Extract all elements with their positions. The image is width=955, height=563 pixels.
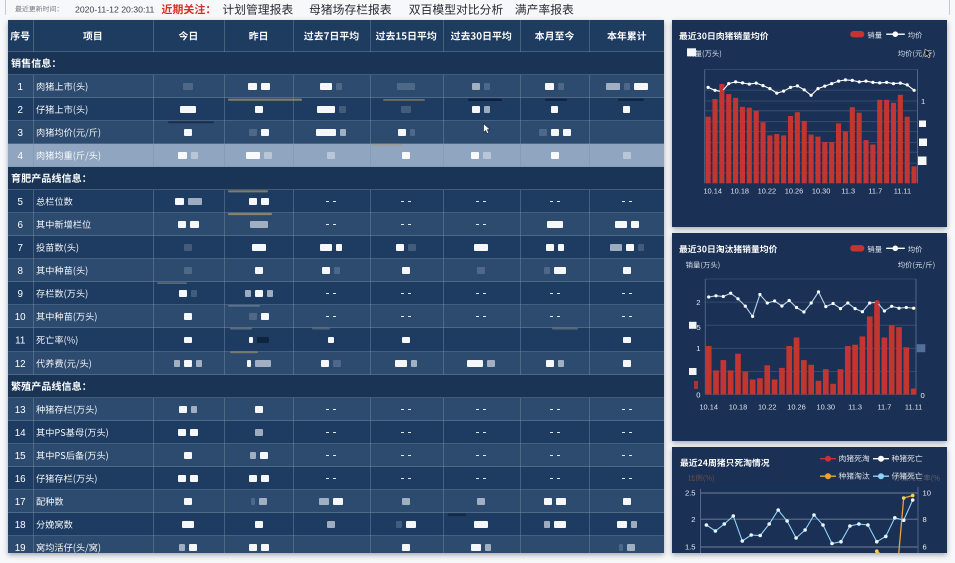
svg-text:8: 8	[17, 266, 23, 277]
svg-text:11.7: 11.7	[877, 403, 891, 412]
svg-text:1: 1	[921, 97, 925, 106]
svg-text:5: 5	[17, 197, 23, 208]
svg-text:8: 8	[923, 515, 927, 524]
svg-text:11.3: 11.3	[848, 403, 862, 412]
svg-text:1: 1	[696, 344, 700, 353]
svg-text:19: 19	[15, 543, 26, 554]
svg-text:3: 3	[17, 128, 23, 139]
svg-text:15: 15	[15, 451, 26, 462]
svg-text:6: 6	[17, 220, 23, 231]
svg-text:1.5: 1.5	[685, 543, 696, 552]
svg-text:6: 6	[923, 543, 927, 552]
svg-text:2: 2	[17, 105, 22, 116]
svg-text:5: 5	[696, 323, 700, 332]
svg-text:17: 17	[15, 497, 26, 508]
svg-text:11: 11	[15, 335, 25, 346]
svg-text:10: 10	[15, 312, 26, 323]
svg-text:0: 0	[696, 390, 700, 399]
svg-text:13: 13	[15, 405, 26, 416]
svg-text:12: 12	[15, 359, 26, 370]
svg-text:10.26: 10.26	[785, 187, 804, 196]
svg-text:10.22: 10.22	[758, 187, 777, 196]
svg-text:14: 14	[15, 428, 26, 439]
svg-text:10.30: 10.30	[817, 403, 836, 412]
svg-text:10.14: 10.14	[703, 187, 722, 196]
svg-text:2: 2	[691, 515, 695, 524]
svg-text:10.18: 10.18	[729, 403, 748, 412]
svg-text:16: 16	[15, 474, 26, 485]
svg-text:11.11: 11.11	[905, 403, 922, 412]
svg-text:11.3: 11.3	[841, 187, 855, 196]
svg-text:2020-11-12 20:30:11: 2020-11-12 20:30:11	[75, 4, 155, 14]
svg-text:0: 0	[921, 391, 925, 400]
svg-text:10.26: 10.26	[787, 403, 806, 412]
svg-text:9: 9	[17, 289, 22, 300]
svg-text:10.14: 10.14	[699, 403, 718, 412]
svg-text:2: 2	[696, 298, 700, 307]
svg-text:4: 4	[17, 151, 23, 162]
svg-text:11.7: 11.7	[868, 187, 882, 196]
svg-text:10.30: 10.30	[812, 187, 831, 196]
svg-text:1: 1	[17, 82, 22, 93]
svg-text:11.11: 11.11	[894, 187, 911, 196]
svg-text:18: 18	[15, 520, 26, 531]
svg-text:7: 7	[17, 243, 22, 254]
svg-text:10.22: 10.22	[758, 403, 777, 412]
svg-text:10.18: 10.18	[731, 187, 750, 196]
svg-text:10: 10	[923, 489, 931, 498]
svg-text:2.5: 2.5	[685, 489, 696, 498]
